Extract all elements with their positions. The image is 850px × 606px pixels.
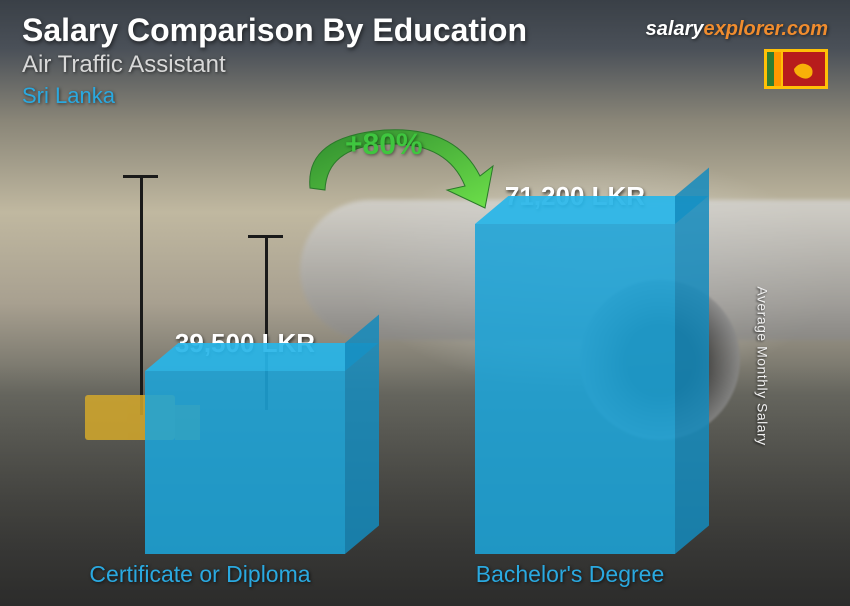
bar-top-face (145, 343, 378, 371)
bar-3d (475, 224, 675, 554)
flag-icon (764, 49, 828, 89)
brand-suffix: .com (781, 18, 828, 40)
bar-top-face (475, 196, 708, 224)
bar-side-face (345, 314, 379, 554)
bar-side-face (675, 167, 709, 554)
bar-category-label: Bachelor's Degree (430, 561, 710, 588)
brand-prefix: salary (646, 18, 704, 40)
y-axis-label: Average Monthly Salary (754, 286, 770, 445)
bar-front-face (475, 224, 675, 554)
bar-category-label: Certificate or Diploma (60, 561, 340, 588)
brand-logo: salaryexplorer.com (646, 18, 828, 41)
bar-front-face (145, 371, 345, 554)
bar-3d (145, 371, 345, 554)
brand-mid: explorer (703, 18, 781, 40)
brand-block: salaryexplorer.com (646, 18, 828, 94)
bar-group-certificate: 39,500 LKR (145, 328, 345, 554)
increase-badge: +80% (345, 128, 423, 162)
bar-group-bachelor: 71,200 LKR (475, 181, 675, 554)
